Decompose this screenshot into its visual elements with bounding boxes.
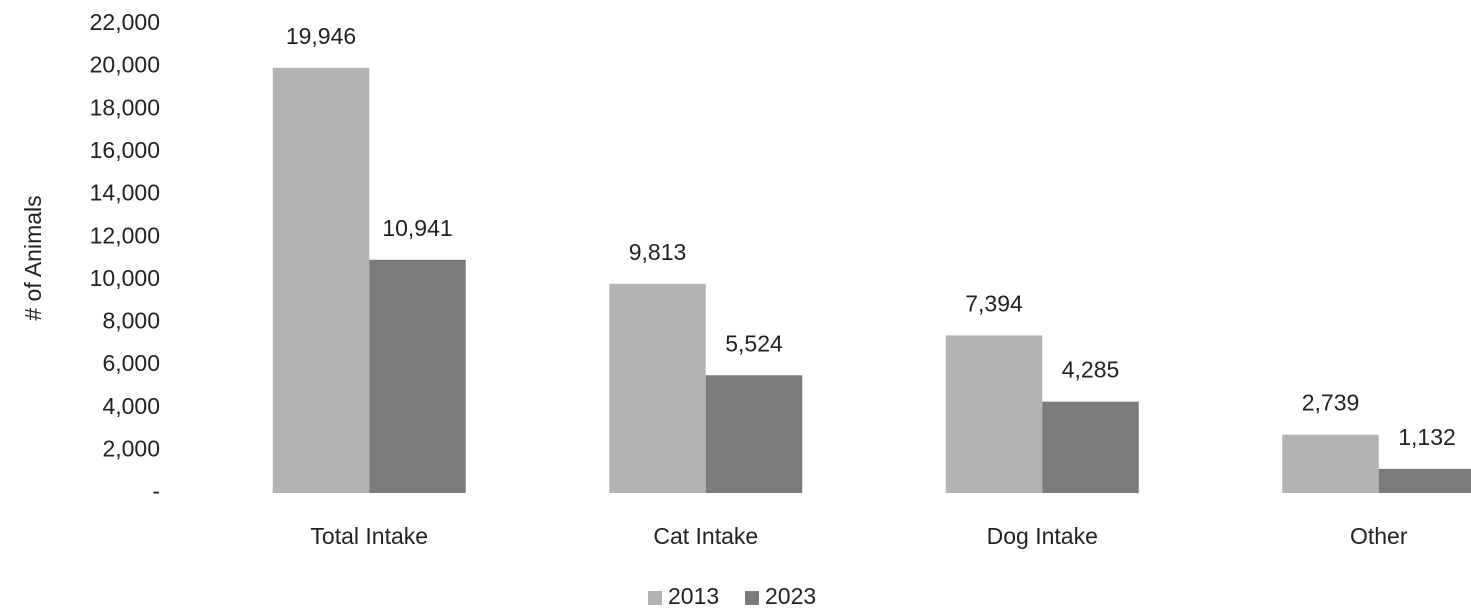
y-tick-label: 6,000 [102, 350, 160, 376]
x-tick-label: Other [1350, 523, 1408, 549]
y-tick-label: - [152, 478, 160, 504]
y-tick-label: 8,000 [102, 308, 160, 334]
data-label: 5,524 [725, 330, 783, 356]
data-label: 9,813 [629, 239, 687, 265]
x-tick-label: Cat Intake [653, 523, 758, 549]
data-label: 1,132 [1398, 424, 1456, 450]
y-tick-label: 18,000 [90, 94, 160, 120]
y-tick-label: 20,000 [90, 52, 160, 78]
bar [1378, 468, 1471, 493]
legend-swatch [648, 591, 662, 605]
bar [1282, 434, 1379, 493]
x-tick-label: Total Intake [310, 523, 428, 549]
data-label: 4,285 [1062, 357, 1120, 383]
bar [945, 335, 1043, 493]
bar [1042, 401, 1139, 493]
legend-swatch [745, 591, 759, 605]
legend-label: 2023 [765, 583, 816, 609]
y-tick-label: 22,000 [90, 9, 160, 35]
data-label: 10,941 [382, 215, 452, 241]
bar [272, 67, 370, 494]
y-tick-label: 2,000 [102, 435, 160, 461]
y-tick-label: 16,000 [90, 137, 160, 163]
y-tick-label: 10,000 [90, 265, 160, 291]
data-label: 19,946 [286, 23, 356, 49]
bar [609, 283, 706, 493]
y-tick-label: 4,000 [102, 393, 160, 419]
data-label: 2,739 [1302, 390, 1360, 416]
y-tick-label: 14,000 [90, 180, 160, 206]
y-tick-label: 12,000 [90, 222, 160, 248]
bar [369, 259, 466, 493]
bar [705, 375, 803, 493]
x-tick-label: Dog Intake [987, 523, 1098, 549]
data-label: 7,394 [965, 290, 1023, 316]
y-axis-title: # of Animals [20, 195, 46, 320]
legend-label: 2013 [668, 583, 719, 609]
